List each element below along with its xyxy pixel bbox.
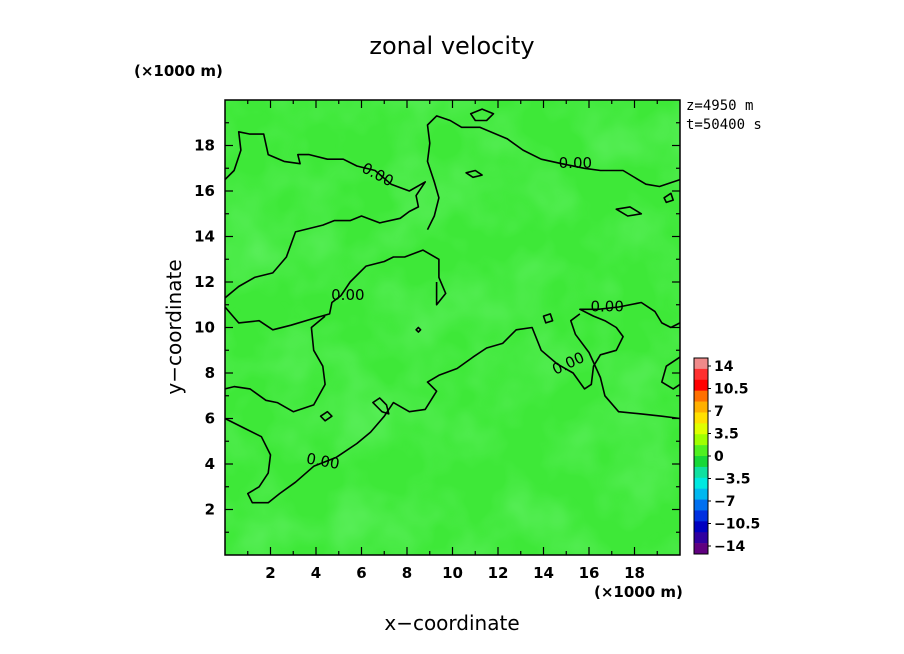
colorbar-swatch <box>694 423 708 435</box>
y-axis-label: y−coordinate <box>162 259 186 394</box>
contour-loop <box>615 206 643 217</box>
colorbar-label: −14 <box>714 539 745 555</box>
contour-loop <box>372 397 390 415</box>
y-tick-label: 8 <box>205 364 215 382</box>
colorbar-swatch <box>694 401 708 413</box>
y-tick-label: 12 <box>194 273 215 291</box>
colorbar-swatch <box>694 499 708 511</box>
x-tick-label: 16 <box>579 564 600 582</box>
info-t: t=50400 s <box>686 117 762 133</box>
contour-line <box>224 131 426 299</box>
x-tick-label: 8 <box>402 564 412 582</box>
y-tick-label: 18 <box>194 137 215 155</box>
colorbar-label: 10.5 <box>714 382 749 398</box>
x-tick-label: 12 <box>488 564 509 582</box>
x-axis-label: x−coordinate <box>384 611 519 635</box>
colorbar-swatch <box>694 532 708 544</box>
contour-loop <box>465 169 483 179</box>
colorbar-label: 14 <box>714 359 734 375</box>
colorbar-swatch <box>694 368 708 381</box>
colorbar-label: −10.5 <box>714 517 760 533</box>
colorbar-swatch <box>694 543 708 555</box>
colorbar-swatch <box>694 434 708 446</box>
chart-title: zonal velocity <box>369 32 534 60</box>
contour-label: 0.00 <box>559 154 592 172</box>
contour-loop <box>319 410 333 422</box>
colorbar-swatch <box>694 456 708 468</box>
colorbar-label: 0 <box>714 449 724 465</box>
contour-label: 0.00 <box>305 449 341 473</box>
y-tick-label: 16 <box>194 182 215 200</box>
contour-line <box>661 356 681 390</box>
x-tick-label: 18 <box>624 564 645 582</box>
contour-line <box>224 315 326 413</box>
info-z: z=4950 m <box>686 98 753 114</box>
colorbar-swatch <box>694 521 708 533</box>
y-tick-label: 6 <box>205 410 215 428</box>
contour-loop <box>415 326 422 333</box>
colorbar-label: 7 <box>714 404 724 420</box>
contour-line <box>426 115 681 231</box>
contour-loop <box>469 108 495 122</box>
colorbar-swatch <box>694 358 708 370</box>
x-unit-label: (×1000 m) <box>594 583 683 601</box>
field-mottle <box>225 100 680 555</box>
colorbar-swatch <box>694 412 708 424</box>
x-tick-label: 14 <box>533 564 554 582</box>
colorbar-label: 3.5 <box>714 427 739 443</box>
colorbar-swatch <box>694 466 708 479</box>
colorbar-swatch <box>694 488 708 500</box>
contour-line <box>570 313 681 420</box>
colorbar-label: −3.5 <box>714 472 751 488</box>
contour-loop <box>542 313 554 324</box>
y-unit-label: (×1000 m) <box>134 62 223 80</box>
contour-line <box>224 249 447 331</box>
colorbar-swatch <box>694 445 708 457</box>
colorbar: 14 10.5 7 3.5 0 −3.5 −7 −10.5 −14 <box>693 357 760 555</box>
colorbar-swatch <box>694 510 708 522</box>
x-tick-label: 2 <box>265 564 275 582</box>
colorbar-swatch <box>694 379 708 391</box>
contour-label: 0.00 <box>331 286 364 304</box>
colorbar-swatch <box>694 477 708 489</box>
y-tick-label: 2 <box>205 501 215 519</box>
colorbar-label: −7 <box>714 494 735 510</box>
x-tick-label: 6 <box>356 564 366 582</box>
contour-loop <box>663 192 674 204</box>
y-tick-label: 14 <box>194 228 215 246</box>
colorbar-swatch <box>694 390 708 402</box>
contour-label: 0.00 <box>590 298 623 316</box>
plot-area: 0.00 0.000.000.000.000.00 2 4 6 8 10 12 14 16 182… <box>194 99 681 582</box>
x-tick-label: 10 <box>442 564 463 582</box>
y-tick-label: 4 <box>205 455 215 473</box>
y-tick-label: 10 <box>194 319 215 337</box>
x-tick-label: 4 <box>311 564 321 582</box>
contour-line <box>224 301 681 504</box>
